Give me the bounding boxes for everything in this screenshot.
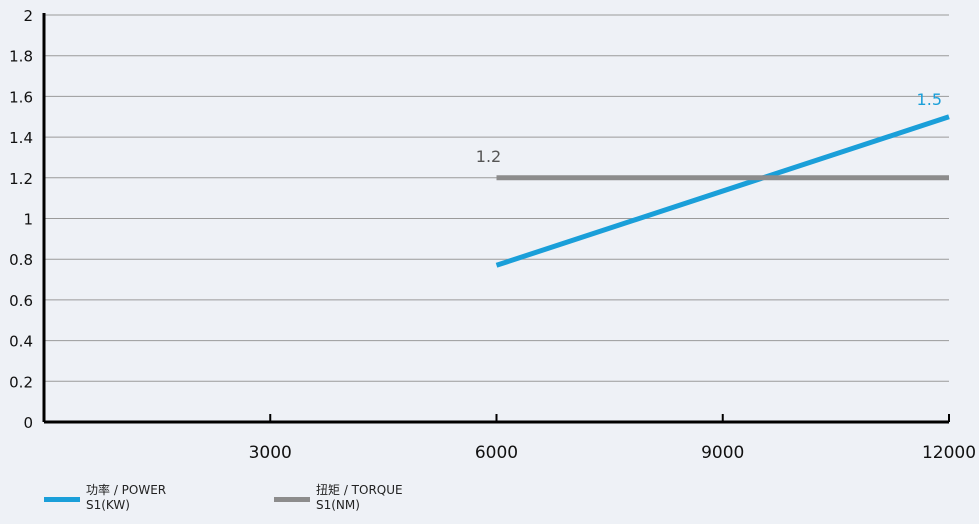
- y-tick-label: 0.4: [9, 333, 33, 351]
- y-tick-label: 1.8: [9, 48, 33, 66]
- legend-label-power-en: S1(KW): [86, 498, 130, 512]
- data-label-end-0: 1.5: [917, 90, 942, 109]
- y-tick-label: 0.2: [9, 373, 33, 391]
- legend-label-torque-cn: 扭矩 / TORQUE: [316, 483, 403, 497]
- y-tick-label: 0.8: [9, 251, 33, 269]
- legend-item-power: 功率 / POWER S1(KW): [44, 483, 166, 513]
- y-tick-labels: 0 0.2 0.4 0.6 0.8 1 1.2 1.4 1.6 1.8 2: [9, 7, 33, 432]
- x-tick-labels: 3000 6000 9000 12000: [249, 443, 976, 463]
- legend-label-torque-en: S1(NM): [316, 498, 360, 512]
- x-tick-label: 3000: [249, 443, 292, 463]
- x-tick-label: 12000: [922, 443, 976, 463]
- x-tick-label: 6000: [475, 443, 518, 463]
- legend-label-power-cn: 功率 / POWER: [86, 483, 167, 497]
- y-tick-label: 0: [23, 414, 33, 432]
- y-tick-label: 2: [23, 7, 33, 25]
- series-line-0: [495, 114, 950, 268]
- x-tick-label: 9000: [701, 443, 744, 463]
- legend-swatch-power: [44, 497, 80, 502]
- series-lines: [495, 114, 950, 268]
- chart: 0 0.2 0.4 0.6 0.8 1 1.2 1.4 1.6 1.8 2 3000 6000 9000…: [9, 7, 976, 463]
- data-label-start-1: 1.2: [476, 147, 501, 166]
- legend-swatch-torque: [274, 497, 310, 502]
- gridlines: [44, 14, 949, 382]
- y-tick-label: 1.4: [9, 129, 33, 147]
- y-tick-label: 1.6: [9, 88, 33, 106]
- data-labels: 1.5 1.2: [476, 90, 942, 166]
- y-tick-label: 1.2: [9, 170, 33, 188]
- axes: [42, 13, 950, 424]
- y-tick-label: 0.6: [9, 292, 33, 310]
- y-tick-label: 1: [23, 211, 33, 229]
- legend-item-torque: 扭矩 / TORQUE S1(NM): [274, 483, 403, 513]
